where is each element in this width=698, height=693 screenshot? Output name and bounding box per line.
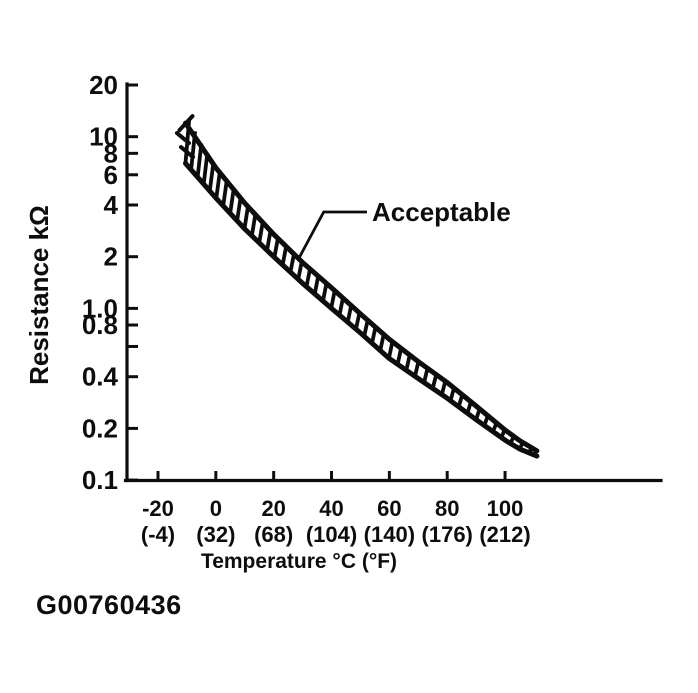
- x-tick-label-celsius: 80: [435, 496, 459, 521]
- x-tick-label-fahrenheit: (104): [306, 522, 357, 547]
- figure-code: G00760436: [36, 590, 182, 620]
- x-tick-label-celsius: 0: [210, 496, 222, 521]
- band-upper-edge: [183, 120, 540, 454]
- band-hatching: [183, 119, 534, 454]
- y-tick-label: 0.2: [82, 413, 118, 443]
- band-start-cap: [174, 114, 195, 160]
- axes: [123, 82, 663, 483]
- x-tick-label-fahrenheit: (68): [254, 522, 293, 547]
- y-tick-label: 6: [104, 160, 118, 190]
- x-tick-label-celsius: 60: [377, 496, 401, 521]
- annotation-leader-line: [298, 210, 367, 258]
- y-tick-label: 10: [89, 122, 118, 152]
- y-tick-label: 0.1: [82, 465, 118, 495]
- x-tick-label-celsius: 100: [487, 496, 524, 521]
- y-axis-title: Resistance kΩ: [24, 205, 54, 385]
- x-tick-label-fahrenheit: (212): [479, 522, 530, 547]
- x-tick-label-celsius: 20: [261, 496, 285, 521]
- x-tick-label-fahrenheit: (140): [364, 522, 415, 547]
- x-axis-ticks: -20(-4) 0(32) 20(68) 40(104) 60(140) 80(176) 1…: [141, 471, 531, 547]
- x-tick-label-fahrenheit: (176): [422, 522, 473, 547]
- x-tick-label-fahrenheit: (-4): [141, 522, 175, 547]
- y-tick-label: 8: [104, 138, 118, 168]
- y-tick-label: 0.4: [82, 362, 119, 392]
- annotation-label: Acceptable: [372, 197, 511, 227]
- y-tick-label: 20: [89, 70, 118, 100]
- y-tick-label: 2: [104, 242, 118, 272]
- x-tick-label-celsius: 40: [319, 496, 343, 521]
- x-tick-label-fahrenheit: (32): [196, 522, 235, 547]
- acceptable-band: [183, 120, 540, 459]
- x-tick-label-celsius: -20: [142, 496, 174, 521]
- band-lower-edge: [183, 160, 540, 459]
- y-tick-label: 0.8: [82, 310, 118, 340]
- annotation-acceptable: Acceptable: [298, 197, 511, 258]
- y-tick-label: 1.0: [82, 293, 118, 323]
- x-axis-title: Temperature °C (°F): [201, 550, 397, 573]
- y-tick-label: 4: [104, 190, 119, 220]
